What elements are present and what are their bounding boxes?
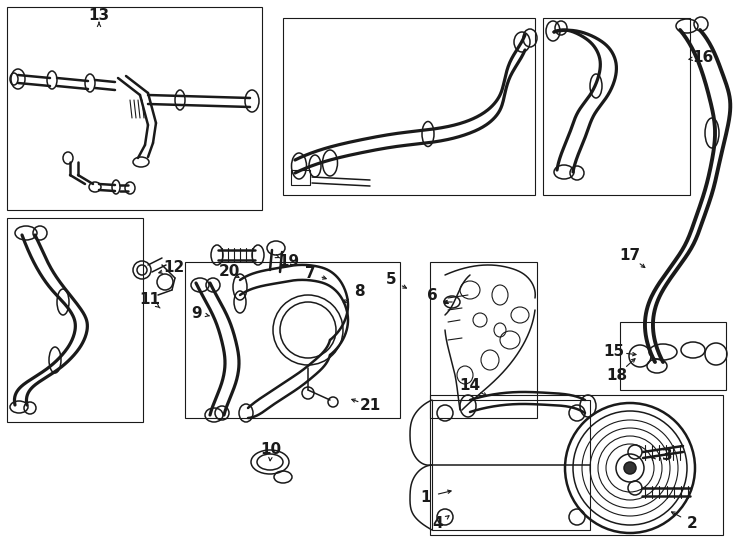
Bar [283, 18, 535, 195]
Text: 4: 4 [432, 516, 443, 531]
Bar [543, 18, 690, 195]
Text: 8: 8 [354, 285, 364, 300]
Bar [432, 400, 590, 530]
Text: 9: 9 [192, 306, 203, 321]
Circle shape [624, 462, 636, 474]
Text: 15: 15 [603, 345, 625, 360]
Bar [430, 395, 723, 535]
Bar [620, 322, 726, 390]
Text: 3: 3 [661, 449, 672, 463]
Text: 11: 11 [139, 293, 161, 307]
Text: 5: 5 [385, 273, 396, 287]
Text: 21: 21 [360, 399, 381, 414]
Text: 12: 12 [164, 260, 185, 275]
Bar [185, 262, 400, 418]
Text: 16: 16 [692, 50, 713, 64]
Bar [291, 170, 310, 185]
Text: 10: 10 [261, 442, 282, 457]
Text: 7: 7 [305, 266, 316, 280]
Bar [430, 262, 537, 418]
Text: 19: 19 [278, 254, 299, 269]
Text: 18: 18 [606, 368, 628, 382]
Bar [7, 7, 262, 210]
Text: 14: 14 [459, 379, 481, 394]
Text: 17: 17 [619, 248, 641, 264]
Text: 2: 2 [686, 516, 697, 530]
Text: 6: 6 [426, 288, 437, 303]
Text: 13: 13 [88, 8, 109, 23]
Text: 1: 1 [421, 489, 432, 504]
Text: 20: 20 [218, 265, 240, 280]
Bar [7, 218, 143, 422]
